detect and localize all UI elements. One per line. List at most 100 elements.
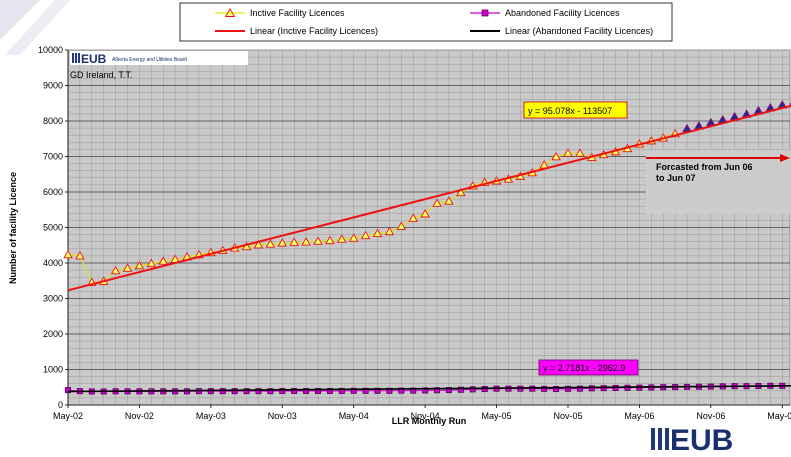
forecast-text: Forcasted from Jun 06 to Jun 07 [656, 162, 755, 183]
x-tick-label: May-04 [339, 411, 369, 421]
abandoned-point [600, 385, 607, 392]
legend-box [179, 2, 673, 42]
corner-decoration [0, 0, 70, 55]
x-axis-title: LLR Monthly Run [392, 416, 466, 426]
inactive-point [551, 151, 561, 161]
x-axis-ticks: May-02 Nov-02 May-03 Nov-03 May-04 Nov-04 May-… [53, 405, 791, 421]
inactive-point [337, 234, 347, 243]
abandoned-point [434, 387, 441, 394]
abandoned-point [303, 387, 310, 394]
legend-label-linear-abandoned: Linear (Abandoned Facility Licences) [505, 26, 653, 36]
inactive-point [456, 187, 466, 197]
inactive-point [158, 256, 169, 265]
abandoned-point [350, 387, 357, 394]
inactive-point [277, 238, 288, 247]
y-tick-label: 8000 [43, 116, 63, 126]
x-tick-label: May-03 [196, 411, 226, 421]
eub-corner-logo: EUB [651, 424, 733, 457]
abandoned-point [65, 387, 72, 394]
y-tick-label: 1000 [43, 365, 63, 375]
legend-label-abandoned: Abandoned Facility Licences [505, 8, 620, 18]
horizontal-gridlines [68, 56, 790, 399]
trendline-inactive [67, 104, 791, 292]
eub-logo-stripes-icon [651, 428, 669, 450]
inactive-point [146, 258, 157, 268]
trendlines [67, 104, 791, 393]
legend-item-abandoned: Abandoned Facility Licences [470, 8, 620, 18]
inactive-point [110, 265, 121, 275]
inactive-point [360, 230, 371, 240]
x-tick-label: Nov-06 [696, 411, 725, 421]
abandoned-point [469, 386, 476, 393]
eub-stripes-icon [72, 53, 80, 63]
inactive-point [265, 239, 276, 248]
y-tick-label: 0 [58, 400, 63, 410]
abandoned-point [457, 386, 464, 393]
x-tick-label: May-05 [482, 411, 512, 421]
y-tick-label: 3000 [43, 294, 63, 304]
x-tick-label: May-06 [624, 411, 654, 421]
abandoned-point [362, 387, 369, 394]
inactive-point [408, 213, 419, 222]
inactive-point [301, 237, 311, 246]
y-tick-label: 2000 [43, 329, 63, 339]
svg-text:y = 95.078x - 113507: y = 95.078x - 113507 [528, 106, 612, 116]
legend-item-linear-abandoned: Linear (Abandoned Facility Licences) [470, 26, 653, 36]
abandoned-point [291, 387, 298, 394]
x-tick-label: May-07 [767, 411, 791, 421]
y-tick-label: 4000 [43, 258, 63, 268]
corner-logo-text: EUB [670, 424, 733, 457]
y-tick-label: 6000 [43, 187, 63, 197]
x-tick-label: Nov-03 [268, 411, 297, 421]
abandoned-point [529, 385, 536, 392]
inactive-point [444, 196, 454, 205]
trend-equation-abandoned: y = 2.7181x - 2962.9 [538, 359, 639, 376]
abandoned-point [338, 387, 345, 394]
abandoned-point [267, 388, 274, 395]
inactive-point [372, 228, 383, 237]
inactive-point [384, 226, 395, 236]
y-tick-label: 10000 [38, 45, 63, 55]
abandoned-point [398, 387, 405, 394]
arrow-right-icon [780, 154, 790, 162]
inactive-point [563, 148, 573, 157]
trend-equation-inactive: y = 95.078x - 113507 [523, 101, 628, 119]
abandoned-point [445, 387, 452, 394]
x-tick-label: Nov-02 [125, 411, 154, 421]
eub-inner-logo: EUB Alberta Energy and Utilities Board [70, 51, 248, 66]
abandoned-point [326, 387, 333, 394]
legend-item-inactive: Inctive Facility Licences [215, 8, 345, 18]
legend-label-linear-inactive: Linear (Inctive Facility Licences) [250, 26, 378, 36]
inactive-point [75, 250, 85, 260]
abandoned-point [576, 385, 583, 392]
x-tick-label: Nov-05 [553, 411, 582, 421]
legend-item-linear-inactive: Linear (Inctive Facility Licences) [215, 26, 378, 36]
y-tick-label: 7000 [43, 152, 63, 162]
forecast-annotation: Forcasted from Jun 06 to Jun 07 [646, 150, 790, 214]
inactive-point [348, 233, 359, 242]
inactive-point [134, 260, 145, 270]
y-axis-title: Number of facility Licence [8, 172, 18, 284]
inactive-point [63, 249, 73, 259]
trendline-abandoned [67, 385, 791, 393]
inactive-point [420, 209, 430, 218]
x-tick-label: May-02 [53, 411, 83, 421]
inactive-line [67, 133, 676, 284]
inactive-point [396, 221, 407, 230]
inactive-point [325, 235, 335, 245]
abandoned-point [243, 388, 250, 395]
inactive-point [432, 198, 442, 207]
inactive-point [122, 263, 133, 272]
y-axis-ticks: 0 1000 2000 3000 4000 5000 6000 7000 8000 9000 100… [38, 45, 68, 410]
inner-logo-subtext: Alberta Energy and Utilities Board [112, 57, 187, 63]
x-tick-label: Nov-04 [411, 411, 440, 421]
abandoned-point [279, 387, 286, 394]
abandoned-point [219, 388, 226, 395]
inactive-point [289, 237, 299, 246]
abandoned-point [255, 388, 262, 395]
abandoned-point [231, 388, 238, 395]
inactive-point [575, 148, 585, 157]
abandoned-point [422, 387, 429, 394]
inactive-point [253, 239, 264, 249]
